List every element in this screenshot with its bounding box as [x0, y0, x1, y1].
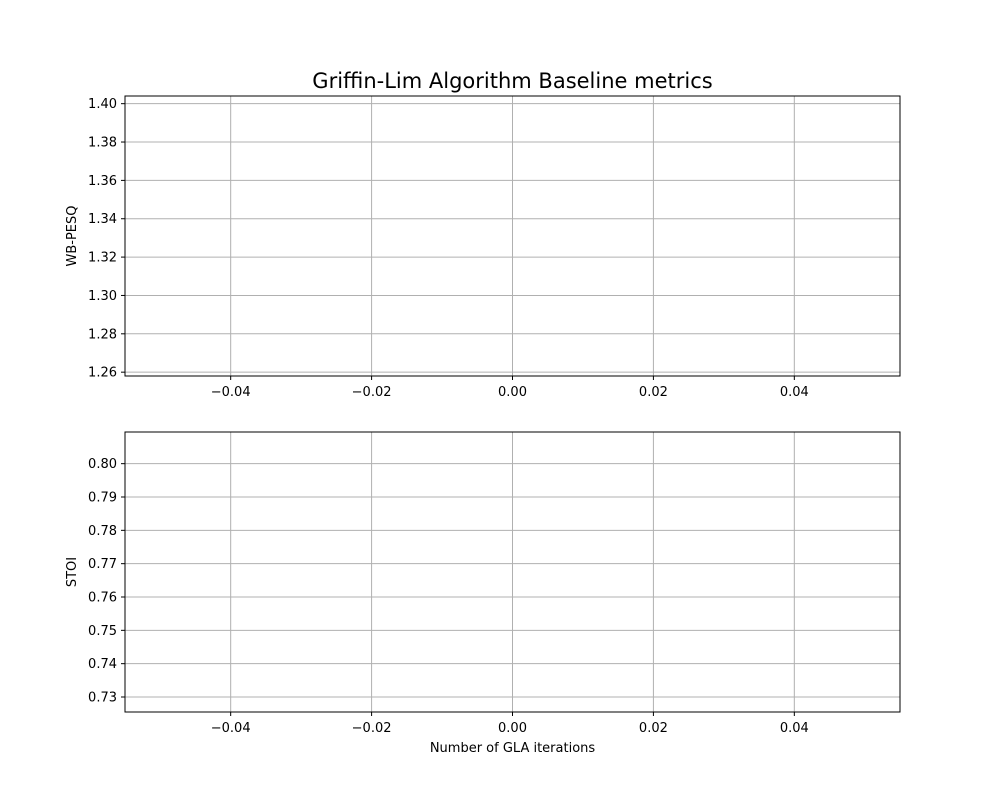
stoi-y-tick-label: 0.76 — [88, 591, 117, 606]
wb-pesq-y-tick-label: 1.26 — [88, 366, 117, 381]
stoi-x-axis-label: Number of GLA iterations — [430, 741, 596, 756]
stoi-y-axis-label: STOI — [65, 557, 80, 587]
stoi-y-tick-label: 0.79 — [88, 491, 117, 506]
wb-pesq-y-tick-label: 1.32 — [88, 251, 117, 266]
wb-pesq-x-tick-label: 0.00 — [498, 385, 527, 400]
stoi-x-tick-label: −0.04 — [211, 721, 251, 736]
stoi-y-tick-label: 0.75 — [88, 624, 117, 639]
wb-pesq-y-tick-label: 1.36 — [88, 174, 117, 189]
wb-pesq-y-tick-label: 1.28 — [88, 327, 117, 342]
chart-title: Griffin-Lim Algorithm Baseline metrics — [312, 69, 712, 93]
wb-pesq-x-tick-label: −0.02 — [352, 385, 392, 400]
stoi-x-tick-label: 0.00 — [498, 721, 527, 736]
wb-pesq-subplot: −0.04 −0.02 0.00 0.02 0.04 1.26 1.28 1.30 1.32 1.… — [65, 95, 901, 400]
stoi-y-tick-label: 0.80 — [88, 457, 117, 472]
wb-pesq-y-tick-label: 1.34 — [88, 212, 117, 227]
wb-pesq-x-tick-label: 0.02 — [639, 385, 668, 400]
wb-pesq-x-tick-label: −0.04 — [211, 385, 251, 400]
stoi-y-tick-label: 0.73 — [88, 691, 117, 706]
stoi-x-tick-label: −0.02 — [352, 721, 392, 736]
stoi-y-tick-label: 0.74 — [88, 657, 117, 672]
wb-pesq-y-tick-label: 1.30 — [88, 289, 117, 304]
wb-pesq-y-tick-label: 1.40 — [88, 97, 117, 112]
stoi-x-tick-label: 0.04 — [780, 721, 809, 736]
wb-pesq-x-tick-label: 0.04 — [780, 385, 809, 400]
wb-pesq-y-axis-label: WB-PESQ — [65, 205, 80, 266]
stoi-y-tick-label: 0.78 — [88, 524, 117, 539]
stoi-x-tick-label: 0.02 — [639, 721, 668, 736]
stoi-subplot: −0.04 −0.02 0.00 0.02 0.04 0.73 0.74 0.75 0.76 0.… — [65, 431, 901, 756]
stoi-y-tick-label: 0.77 — [88, 557, 117, 572]
wb-pesq-y-tick-label: 1.38 — [88, 136, 117, 151]
